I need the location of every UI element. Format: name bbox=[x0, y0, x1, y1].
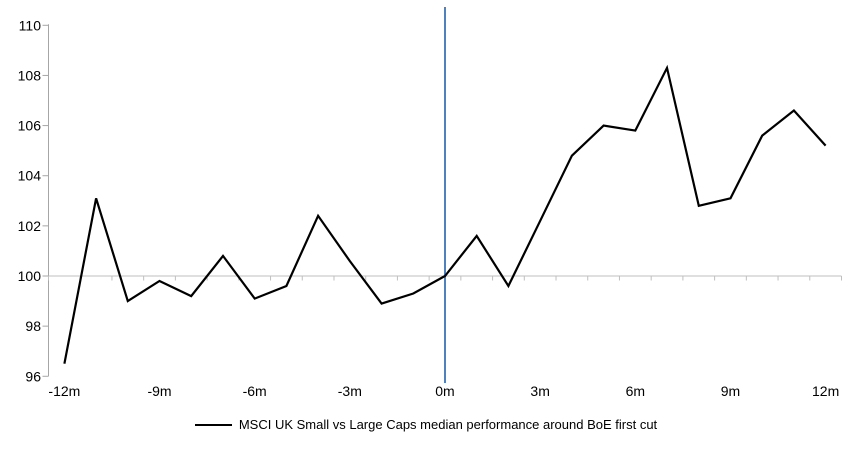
legend-line-icon bbox=[194, 423, 232, 426]
x-axis-tick-label: 3m bbox=[530, 383, 549, 399]
y-axis-tick-label: 96 bbox=[25, 368, 41, 384]
line-chart: 96 98 100 102 104 106 108 110 -12m -9m -6m -3m 0m 3m 6… bbox=[18, 7, 842, 399]
y-axis-tick-label: 106 bbox=[18, 118, 42, 134]
x-axis-tick-label: 9m bbox=[721, 383, 740, 399]
x-axis-tick-label: -3m bbox=[338, 383, 362, 399]
series-line bbox=[63, 64, 827, 364]
x-axis-tick-label: 6m bbox=[626, 383, 645, 399]
chart-legend: MSCI UK Small vs Large Caps median perfo… bbox=[0, 417, 852, 432]
x-axis-tick-label: -6m bbox=[243, 383, 267, 399]
y-axis-tick-label: 110 bbox=[19, 17, 42, 33]
y-axis-tick-label: 102 bbox=[18, 218, 42, 234]
legend-label: MSCI UK Small vs Large Caps median perfo… bbox=[238, 417, 658, 432]
y-axis-tick-label: 108 bbox=[18, 67, 42, 83]
x-axis-tick-label: -9m bbox=[147, 383, 171, 399]
y-axis-tick-label: 104 bbox=[18, 168, 42, 184]
y-axis-tick-label: 98 bbox=[25, 318, 41, 334]
y-axis-tick-label: 100 bbox=[18, 268, 42, 284]
x-axis-tick-label: 12m bbox=[812, 383, 839, 399]
x-axis-tick-label: 0m bbox=[435, 383, 454, 399]
x-axis-tick-label: -12m bbox=[48, 383, 80, 399]
